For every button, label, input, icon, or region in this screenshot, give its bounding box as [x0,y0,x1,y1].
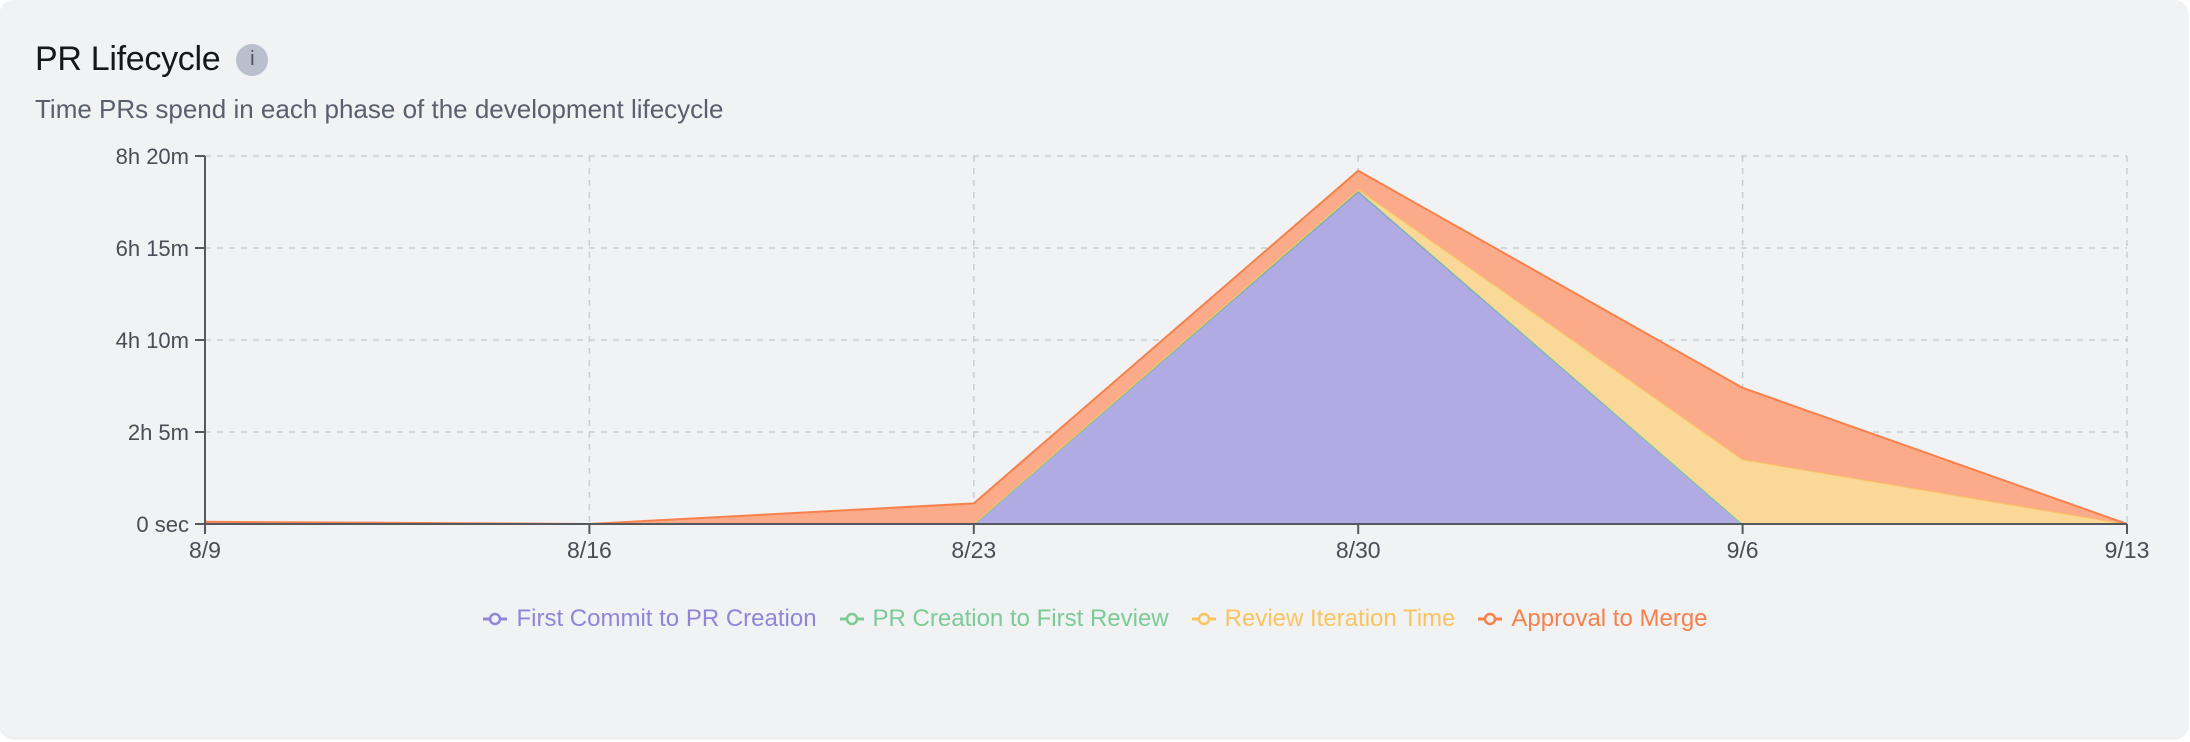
y-tick-label: 8h 20m [116,144,189,169]
legend-label: Approval to Merge [1511,605,1708,632]
legend-review-iteration[interactable]: Review Iteration Time [1191,605,1456,633]
chart-areas[interactable] [204,169,2128,526]
legend-line-marker-icon [1478,612,1503,626]
legend-first-commit[interactable]: First Commit to PR Creation [482,605,817,633]
legend-label: First Commit to PR Creation [516,605,817,632]
y-tick-label: 6h 15m [116,236,189,261]
x-tick-label: 8/23 [951,537,996,563]
card-title: PR Lifecycle [35,40,221,78]
legend-first-review[interactable]: PR Creation to First Review [839,605,1169,633]
card-subtitle: Time PRs spend in each phase of the deve… [35,94,724,124]
approval-area[interactable] [205,170,2127,524]
legend-label: PR Creation to First Review [872,605,1169,632]
x-tick-label: 8/30 [1336,537,1381,563]
x-tick-label: 8/9 [189,537,221,563]
y-tick-label: 4h 10m [116,328,189,353]
legend-line-marker-icon [839,612,864,626]
x-tick-label: 9/6 [1727,537,1759,563]
legend-approval[interactable]: Approval to Merge [1477,605,1708,633]
chart-axes: 0 sec 2h 5m 4h 10m 6h 15m 8h 20m 8/9 8/16 8/23 8… [116,144,2150,563]
card-header: PR Lifecycle i [35,40,269,79]
stacked-area-chart[interactable]: 0 sec 2h 5m 4h 10m 6h 15m 8h 20m 8/9 8/16 8/23 8… [0,0,2190,600]
y-tick-label: 0 sec [136,512,189,537]
legend-label: Review Iteration Time [1224,605,1456,632]
x-tick-label: 9/13 [2105,537,2150,563]
chart-legend: First Commit to PR Creation PR Creation t… [0,605,2190,633]
y-tick-label: 2h 5m [128,420,189,445]
x-tick-label: 8/16 [567,537,612,563]
info-icon[interactable]: i [236,43,269,76]
legend-line-marker-icon [1191,612,1216,626]
legend-line-marker-icon [483,612,508,626]
